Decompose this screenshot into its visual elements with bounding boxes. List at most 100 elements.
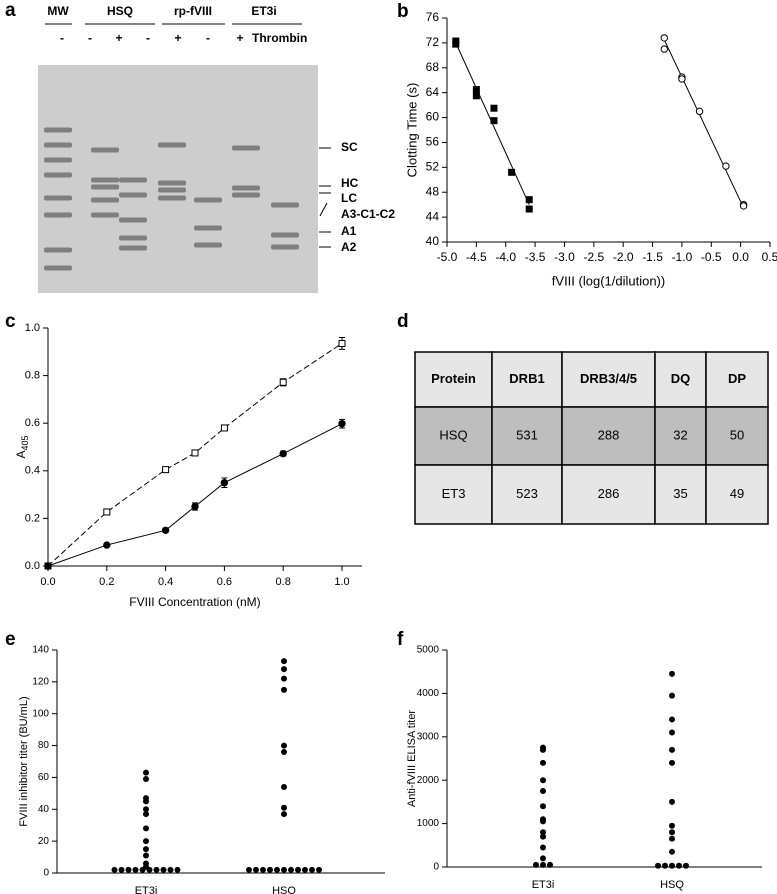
lane-label: ET3i [251, 4, 276, 18]
point [540, 777, 546, 784]
point [669, 692, 675, 699]
point [191, 502, 199, 511]
point [669, 746, 675, 753]
point [676, 862, 682, 869]
y-tick-label: 3000 [417, 731, 440, 742]
panel-letter: e [5, 629, 16, 650]
point [281, 811, 287, 818]
point [267, 866, 273, 873]
y-tick-label: 40 [38, 804, 50, 815]
table-text: 50 [730, 427, 744, 442]
point [279, 378, 287, 386]
treatment: + [115, 31, 122, 45]
treatment: - [88, 31, 92, 45]
point [669, 835, 675, 842]
point [281, 783, 287, 790]
point [678, 75, 686, 83]
point [143, 825, 149, 832]
point [669, 670, 675, 677]
point [281, 658, 287, 665]
gel-band [44, 157, 72, 163]
y-tick-label: 80 [38, 740, 50, 751]
gel-band [44, 127, 72, 133]
x-tick-label: -0.5 [701, 250, 722, 264]
point [260, 866, 266, 873]
x-tick-label: 0.0 [732, 250, 749, 264]
point [669, 798, 675, 805]
y-tick-label: 140 [32, 645, 49, 656]
point [533, 861, 539, 868]
band-label: HC [341, 176, 359, 190]
gel-band [119, 177, 147, 183]
gel-bands [44, 127, 299, 271]
y-tick-label: 4000 [417, 688, 440, 699]
point [162, 466, 170, 474]
table-header: DRB1 [509, 371, 544, 386]
y-axis-label: Clotting Time (s) [404, 83, 419, 178]
x-tick-label: 0.0 [40, 576, 55, 588]
table-cell [654, 406, 707, 466]
point [660, 45, 668, 53]
gel-band [44, 247, 72, 253]
x-tick-label: -5.0 [437, 250, 458, 264]
y-tick-label: 0.2 [25, 512, 40, 524]
point [281, 686, 287, 693]
gel-band [194, 197, 222, 203]
y-tick-label: 40 [426, 234, 440, 248]
band-label: A1 [341, 224, 357, 238]
point [288, 866, 294, 873]
point [281, 666, 287, 673]
gel-band [194, 225, 222, 231]
point [160, 866, 167, 873]
gel-band [158, 142, 186, 148]
table-text: 523 [516, 486, 538, 501]
point [143, 838, 149, 845]
gel-band [158, 187, 186, 193]
gel-band [91, 177, 119, 183]
y-tick-label: 64 [426, 85, 440, 99]
table-text: ET3 [442, 486, 466, 501]
y-tick-label: 72 [426, 35, 440, 49]
gel-band [119, 217, 147, 223]
point [540, 803, 546, 810]
gel-band [44, 172, 72, 178]
gel-band [194, 242, 222, 248]
y-axis-label: A405 [14, 435, 30, 458]
point [143, 846, 149, 853]
point [118, 866, 125, 873]
x-tick-label: -2.0 [613, 250, 634, 264]
y-tick-label: 0 [43, 868, 49, 879]
x-tick-label: HSQ [272, 885, 296, 894]
point [139, 866, 146, 873]
gel-band [44, 265, 72, 271]
y-tick-label: 0.6 [25, 417, 40, 429]
table-cell [654, 351, 707, 408]
point [508, 168, 516, 176]
point [143, 852, 149, 859]
y-tick-label: 0.0 [25, 560, 40, 572]
x-tick-label: -3.0 [554, 250, 575, 264]
treatment: + [236, 31, 243, 45]
point [540, 759, 546, 766]
y-tick-label: 100 [32, 708, 49, 719]
y-tick-label: 120 [32, 676, 49, 687]
point [655, 862, 661, 869]
gel-band [232, 145, 260, 151]
band-marker [319, 202, 328, 217]
gel-band [91, 184, 119, 190]
y-tick-label: 48 [426, 184, 440, 198]
panel-letter: c [5, 311, 16, 332]
table-text: 32 [673, 427, 687, 442]
point [125, 866, 132, 873]
point [739, 202, 748, 210]
point [472, 92, 480, 100]
point [253, 866, 259, 873]
y-tick-label: 68 [426, 60, 440, 74]
panel-letter: d [397, 311, 409, 332]
point [146, 866, 153, 873]
point [281, 675, 287, 682]
point [540, 833, 546, 840]
point [44, 562, 52, 570]
lane-label: HSQ [107, 4, 133, 18]
point [540, 855, 546, 862]
